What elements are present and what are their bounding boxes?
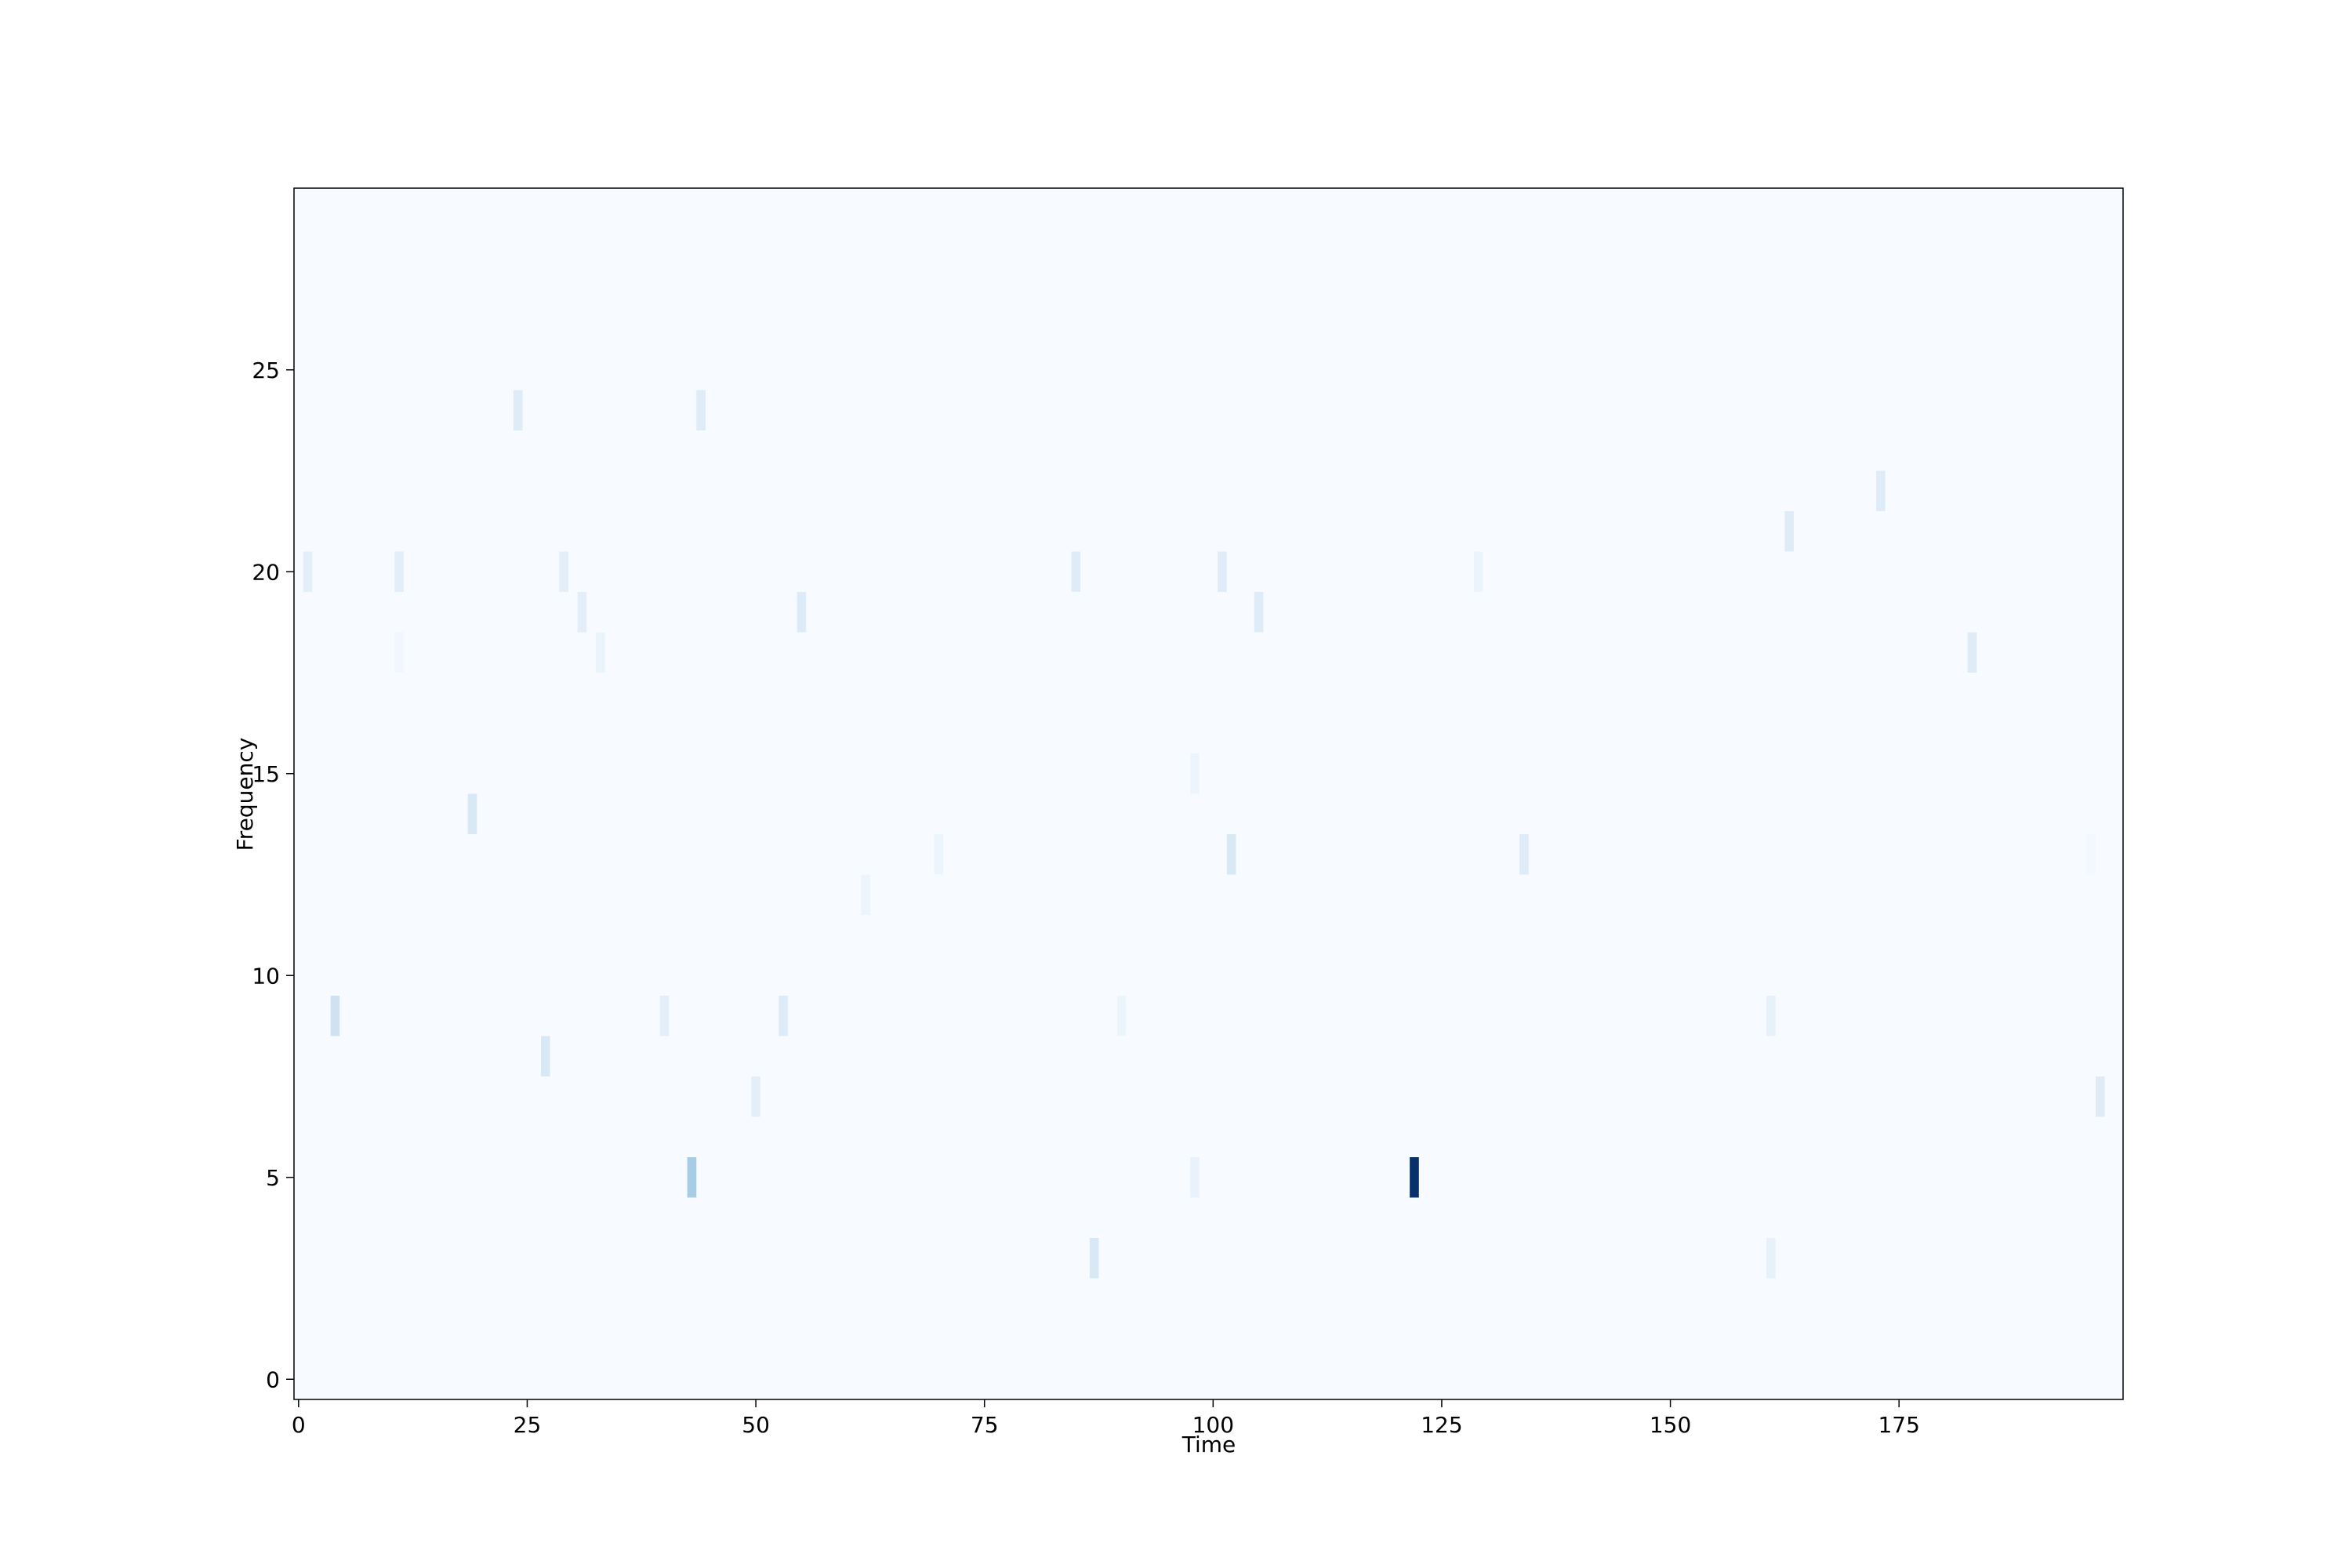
heatmap-cell (1218, 551, 1227, 592)
heatmap-cell (513, 390, 523, 430)
heatmap-cells (303, 390, 2105, 1279)
heatmap-cell (1784, 511, 1795, 552)
heatmap-cell (934, 834, 944, 875)
x-axis-ticks: 0 25 50 75 100 125 150 175 (292, 1399, 1920, 1438)
heatmap-cell (751, 1076, 760, 1117)
heatmap-cell (1410, 1157, 1419, 1198)
y-tick-label: 10 (252, 963, 280, 989)
y-tick-label: 5 (266, 1165, 280, 1191)
heatmap-cell (1519, 834, 1529, 875)
y-axis-label: Frequency (232, 738, 258, 851)
heatmap-cell (696, 390, 706, 430)
x-tick-label: 50 (742, 1412, 770, 1438)
x-tick-label: 125 (1421, 1412, 1462, 1438)
heatmap-cell (1089, 1238, 1099, 1279)
y-tick-label: 20 (252, 559, 280, 585)
heatmap-cell (1190, 1157, 1200, 1198)
heatmap-cell (1967, 632, 1977, 673)
x-tick-label: 100 (1192, 1412, 1234, 1438)
heatmap-cell (540, 1036, 550, 1076)
x-tick-label: 150 (1650, 1412, 1691, 1438)
heatmap-cell (1876, 470, 1886, 511)
heatmap-cell (1226, 834, 1236, 875)
heatmap-cell (1254, 592, 1264, 633)
heatmap-cell (559, 551, 568, 592)
heatmap-cell (467, 793, 477, 834)
heatmap-cell (394, 551, 404, 592)
heatmap-cell (659, 996, 670, 1036)
heatmap-cell (797, 592, 807, 633)
heatmap-cell (1473, 551, 1483, 592)
heatmap-cell (2096, 1076, 2105, 1117)
heatmap-cell (1071, 551, 1081, 592)
heatmap-cell (330, 996, 340, 1036)
plot-frame (293, 187, 2124, 1400)
plot-background (294, 188, 2123, 1399)
heatmap-cell (1766, 996, 1776, 1036)
x-tick-label: 25 (514, 1412, 542, 1438)
x-tick-label: 75 (971, 1412, 999, 1438)
heatmap-cell (303, 551, 313, 592)
heatmap-cell (687, 1157, 697, 1198)
x-tick-label: 0 (292, 1412, 306, 1438)
heatmap-cell (577, 592, 587, 633)
y-tick-label: 25 (252, 358, 280, 383)
heatmap-cell (1116, 996, 1127, 1036)
heatmap-cell (595, 632, 605, 673)
heatmap-cell (2086, 834, 2096, 875)
heatmap-cell (779, 996, 788, 1036)
heatmap-cell (861, 874, 870, 915)
y-tick-label: 0 (266, 1367, 280, 1392)
heatmap-cell (1190, 753, 1200, 794)
y-axis-ticks: 0 5 10 15 20 25 (252, 358, 294, 1392)
heatmap-cell (394, 632, 404, 673)
heatmap-cell (1766, 1238, 1776, 1279)
y-tick-label: 15 (252, 761, 280, 787)
x-axis-label: Time (1181, 1432, 1236, 1457)
x-tick-label: 175 (1878, 1412, 1919, 1438)
